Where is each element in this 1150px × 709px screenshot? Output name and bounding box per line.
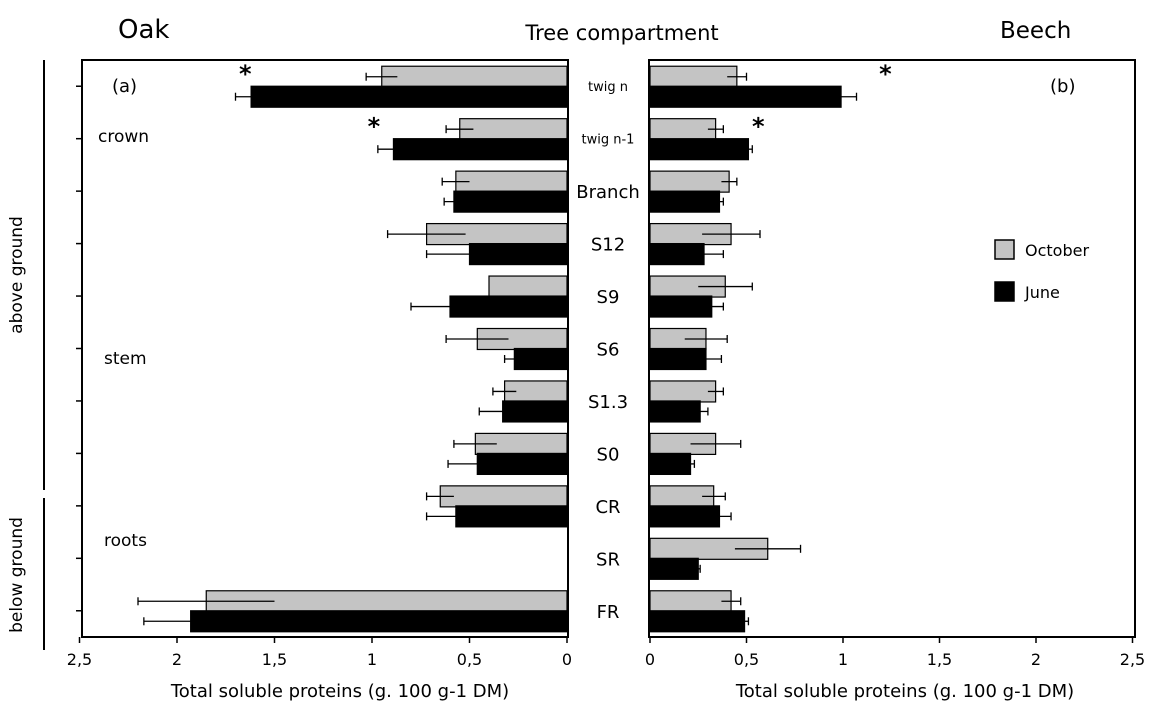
legend-june-swatch <box>994 281 1015 302</box>
oak-bar-october-8 <box>439 485 568 508</box>
legend-october-label: October <box>1025 241 1089 260</box>
oak-x-axis-title: Total soluble proteins (g. 100 g-1 DM) <box>170 681 509 702</box>
beech-bar-june-10 <box>649 610 746 633</box>
category-label: twig n <box>588 80 628 95</box>
oak-significance-marker-1: * <box>368 113 381 141</box>
category-label: S9 <box>597 287 620 308</box>
oak-bar-october-1 <box>459 118 568 141</box>
beech-bar-october-2 <box>649 170 730 193</box>
oak-x-tick-label-5: 2,5 <box>67 650 92 669</box>
legend-june-label: June <box>1024 283 1060 302</box>
category-label: S1.3 <box>588 392 628 413</box>
section-label-roots: roots <box>104 531 147 551</box>
category-label: CR <box>595 497 620 518</box>
chart-marks: 0 0,5 1 1,5 2 2,5 * * 0 0,5 1 1,5 2 2,5 * * twig n twig n… <box>67 60 1145 669</box>
legend-october-swatch <box>994 239 1015 260</box>
section-label-crown: crown <box>98 127 149 147</box>
oak-x-tick-label-3: 1,5 <box>262 650 287 669</box>
beech-bar-june-9 <box>649 557 699 580</box>
category-label: S0 <box>597 444 620 465</box>
beech-bar-june-1 <box>649 138 750 161</box>
beech-significance-marker-0: * <box>879 60 892 88</box>
beech-x-tick-label-3: 1,5 <box>927 650 952 669</box>
beech-x-tick-label-4: 2 <box>1031 650 1041 669</box>
oak-bar-june-10 <box>190 610 568 633</box>
oak-significance-marker-0: * <box>239 60 252 88</box>
category-label: SR <box>596 549 620 570</box>
panel-label-a: (a) <box>112 76 137 97</box>
category-label: FR <box>597 602 620 623</box>
beech-title: Beech <box>1000 18 1071 44</box>
chart-title: Tree compartment <box>524 21 718 45</box>
oak-bar-october-2 <box>455 170 568 193</box>
beech-bar-october-1 <box>649 118 717 141</box>
oak-bar-june-0 <box>250 85 568 108</box>
category-label: twig n-1 <box>582 133 635 148</box>
panel-label-b: (b) <box>1050 76 1075 97</box>
above-ground-label: above ground <box>7 216 27 334</box>
oak-x-tick-label-4: 2 <box>172 650 182 669</box>
beech-x-tick-label-0: 0 <box>645 650 655 669</box>
oak-title: Oak <box>118 15 169 45</box>
oak-x-tick-label-1: 0,5 <box>457 650 482 669</box>
beech-x-axis-title: Total soluble proteins (g. 100 g-1 DM) <box>735 681 1074 702</box>
beech-bar-october-6 <box>649 380 717 403</box>
beech-x-tick-label-5: 2,5 <box>1120 650 1145 669</box>
beech-bar-june-2 <box>649 190 721 213</box>
section-label-stem: stem <box>104 349 147 369</box>
beech-bar-june-7 <box>649 452 692 476</box>
below-ground-label: below ground <box>7 517 27 633</box>
beech-bar-june-0 <box>649 85 842 108</box>
beech-bar-october-10 <box>649 590 732 613</box>
beech-panel-frame <box>648 59 1136 638</box>
beech-significance-marker-1: * <box>752 113 765 141</box>
oak-bar-june-1 <box>392 138 568 161</box>
beech-x-tick-label-2: 1 <box>838 650 848 669</box>
beech-x-tick-label-1: 0,5 <box>734 650 759 669</box>
oak-x-tick-label-0: 0 <box>562 650 572 669</box>
oak-bar-october-4 <box>488 275 568 298</box>
oak-x-tick-label-2: 1 <box>367 650 377 669</box>
oak-bar-october-0 <box>381 65 568 88</box>
category-label: S12 <box>591 235 625 256</box>
category-label: S6 <box>597 340 620 361</box>
beech-bar-october-0 <box>649 65 738 88</box>
category-label: Branch <box>576 182 640 203</box>
oak-bar-june-2 <box>453 190 568 213</box>
